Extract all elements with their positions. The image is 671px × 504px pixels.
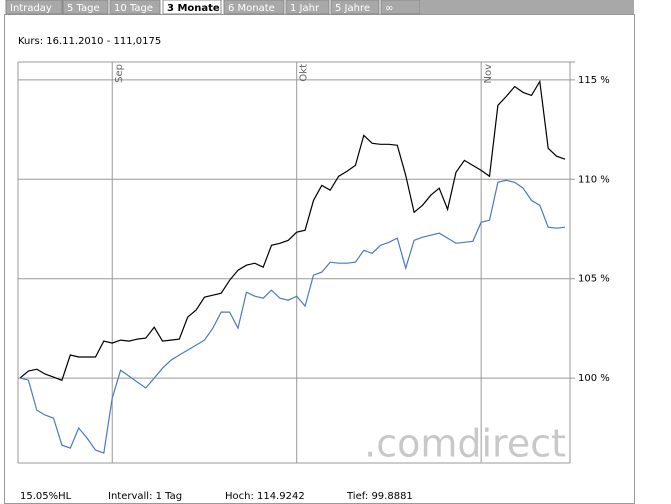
frame [4,14,635,504]
tab-label[interactable]: 10 Tage [114,3,153,14]
tab-label[interactable]: 1 Jahr [290,3,320,14]
y-tick-label: 110 % [578,174,610,185]
tab-label[interactable]: 5 Tage [67,3,100,14]
tab[interactable] [62,0,109,15]
tab[interactable] [223,0,285,15]
line [19,179,566,454]
footer-text: 15.05%HL [20,491,72,502]
x-tick-label: Sep [114,64,125,83]
tab-label[interactable]: 5 Jahre [335,3,370,14]
y-tick-label: 115 % [578,75,610,86]
x-tick-label: Okt [299,64,310,82]
tab-label[interactable]: 3 Monate [167,3,220,14]
tab-bar [420,0,634,14]
tab-label[interactable]: Intraday [10,3,52,14]
tab[interactable] [330,0,380,15]
footer-text: Intervall: 1 Tag [108,491,182,502]
footer-text: Hoch: 114.9242 [225,491,305,502]
chart-subtitle: Kurs: 16.11.2010 - 111,0175 [18,36,161,47]
tab[interactable] [5,0,63,15]
tab-label[interactable]: 6 Monate [228,3,275,14]
x-tick-label: Nov [483,64,494,84]
watermark: .comdirect [364,422,566,466]
footer-text: Tief: 99.8881 [346,491,413,502]
line [19,79,566,382]
y-tick-label: 100 % [578,373,610,384]
tab[interactable] [285,0,330,15]
tab-label[interactable]: ∞ [385,3,393,14]
tab[interactable] [162,0,222,15]
y-tick-label: 105 % [578,274,610,285]
tab[interactable] [109,0,161,15]
